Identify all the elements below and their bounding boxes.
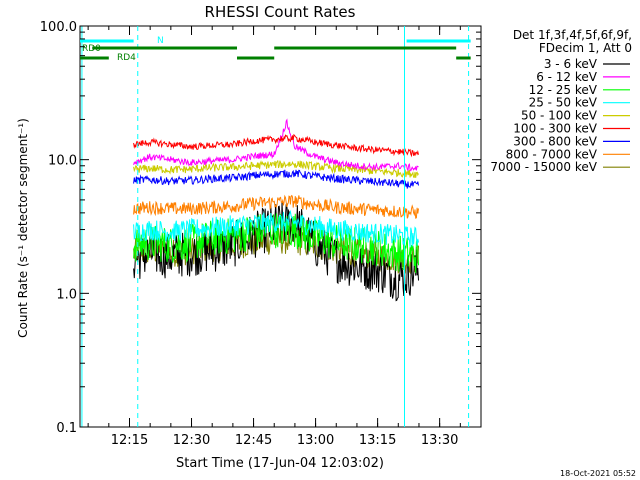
series-line [133, 133, 419, 158]
legend-label: 25 - 50 keV [529, 96, 598, 110]
y-tick-label: 0.1 [56, 421, 77, 436]
x-tick-label: 12:15 [111, 433, 148, 448]
x-tick-label: 13:00 [297, 433, 334, 448]
y-tick-label: 10.0 [48, 154, 77, 169]
x-tick-label: 12:45 [235, 433, 272, 448]
series-line [133, 118, 419, 172]
legend-label: 6 - 12 keV [536, 70, 598, 84]
legend-label: 7000 - 15000 keV [490, 160, 597, 174]
y-axis-label: Count Rate (s⁻¹ detector segment⁻¹) [16, 118, 30, 338]
x-tick-label: 12:30 [173, 433, 210, 448]
series-line [133, 209, 419, 248]
timestamp: 18-Oct-2021 05:52 [560, 469, 636, 478]
legend-label: 100 - 300 keV [513, 122, 597, 136]
series-line [133, 194, 419, 219]
series-traces [133, 118, 419, 302]
y-tick-label: 1.0 [56, 287, 77, 302]
flag-label: RD4 [117, 53, 136, 63]
series-line [133, 201, 419, 302]
series-line [133, 169, 419, 189]
plot-frame [79, 25, 482, 428]
flag-label: RD0 [82, 44, 101, 54]
legend-label: 50 - 100 keV [521, 109, 598, 123]
chart-title: RHESSI Count Rates [205, 3, 356, 21]
legend-label: 3 - 6 keV [544, 57, 598, 71]
x-tick-label: 13:15 [359, 433, 396, 448]
series-line [133, 160, 419, 178]
flag-overlays: RD0 RD4 N [80, 26, 471, 427]
axes: 0.1 1.0 10.0 100.0 12:15 12:30 12:45 13:00 13:15… [40, 20, 482, 448]
legend: Det 1f,3f,4f,5f,6f,9f,FDecim 1, Att 0 3 -… [490, 28, 632, 174]
x-axis-label: Start Time (17-Jun-04 12:03:02) [176, 456, 384, 471]
legend-label: 12 - 25 keV [529, 83, 598, 97]
legend-header: FDecim 1, Att 0 [539, 41, 632, 55]
legend-header: Det 1f,3f,4f,5f,6f,9f, [513, 28, 632, 42]
legend-label: 800 - 7000 keV [506, 147, 598, 161]
y-tick-label: 100.0 [40, 20, 77, 35]
flag-label: N [157, 36, 164, 46]
x-tick-label: 13:30 [421, 433, 458, 448]
legend-label: 300 - 800 keV [513, 134, 597, 148]
